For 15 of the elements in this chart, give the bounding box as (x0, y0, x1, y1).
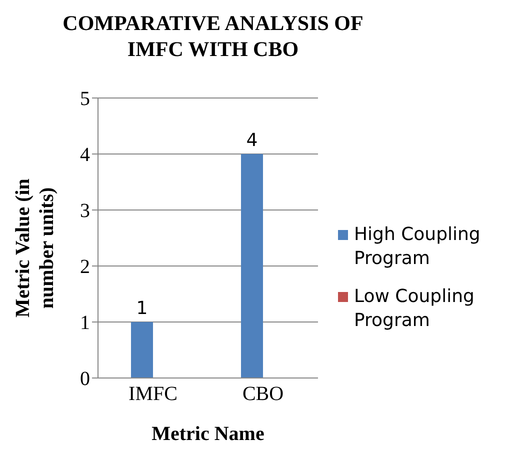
x-axis-title: Metric Name (152, 423, 264, 445)
y-axis-title: Metric Value (in number units) (11, 178, 59, 320)
x-tick-label: CBO (242, 383, 284, 406)
y-tick-label: 0 (80, 368, 90, 390)
x-tick-label: IMFC (128, 383, 178, 406)
y-tick-label: 4 (80, 144, 90, 166)
data-label: 1 (136, 298, 148, 319)
y-tick-label: 1 (80, 312, 90, 334)
y-tick-label: 3 (80, 200, 90, 222)
y-tick-label: 5 (80, 88, 90, 110)
data-label: 4 (246, 130, 258, 151)
legend-label: Low Coupling Program (354, 285, 476, 333)
legend-label: High Coupling Program (354, 223, 482, 271)
chart-title: COMPARATIVE ANALYSIS OF IMFC WITH CBO (62, 10, 364, 62)
y-tick-label: 2 (80, 256, 90, 278)
